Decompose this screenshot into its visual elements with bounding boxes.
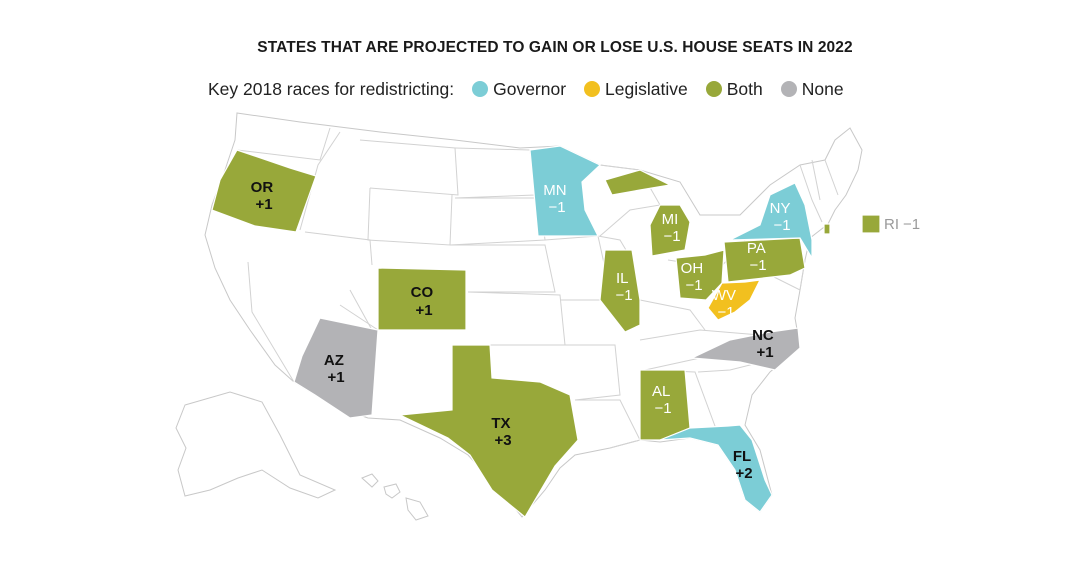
state-abbr-tx: TX	[491, 415, 510, 432]
legend-label-legislative: Legislative	[605, 78, 688, 99]
state-change-or: +1	[255, 196, 272, 213]
legend-lead: Key 2018 races for redistricting:	[208, 78, 455, 99]
state-change-al: −1	[654, 400, 671, 417]
state-shape-az	[293, 317, 379, 419]
legend-swatch-both	[705, 81, 722, 97]
state-change-co: +1	[415, 302, 432, 319]
hawaii-outline	[361, 473, 429, 521]
legend-swatch-none	[780, 81, 797, 97]
state-change-mn: −1	[548, 199, 565, 216]
legend-item-governor: Governor	[472, 79, 566, 100]
ri-callout-abbr: RI	[884, 216, 899, 233]
state-label-pa: PA −1	[747, 240, 769, 274]
state-label-mn: MN −1	[543, 182, 571, 216]
state-label-az: AZ +1	[324, 352, 348, 386]
legend-item-legislative: Legislative	[584, 79, 688, 100]
state-abbr-wv: WV	[712, 287, 736, 304]
state-shape-il	[599, 249, 641, 333]
state-change-az: +1	[327, 369, 344, 386]
alaska-outline	[175, 391, 337, 499]
state-change-oh: −1	[685, 277, 702, 294]
state-abbr-oh: OH	[681, 260, 704, 277]
state-labels: OR +1 CO +1 AZ +1 TX +3 MN −1 IL −1 MI −…	[251, 179, 795, 482]
state-shape-nc	[689, 327, 801, 371]
state-shape-tx	[397, 344, 579, 518]
state-shapes	[211, 145, 881, 518]
ri-callout-change: −1	[903, 216, 920, 233]
state-label-il: IL −1	[615, 270, 632, 304]
state-abbr-co: CO	[411, 284, 434, 301]
map-title: STATES THAT ARE PROJECTED TO GAIN OR LOS…	[257, 39, 853, 56]
state-shape-ri	[823, 223, 831, 235]
ri-key-swatch	[861, 214, 881, 234]
ri-callout: RI −1	[884, 216, 920, 233]
state-shape-mi	[604, 169, 691, 257]
state-abbr-al: AL	[652, 383, 670, 400]
state-label-ny: NY −1	[770, 200, 795, 234]
state-shape-co	[377, 267, 467, 331]
state-abbr-nc: NC	[752, 327, 774, 344]
state-shape-mn	[529, 145, 602, 237]
legend: Key 2018 races for redistricting: Govern…	[208, 78, 862, 100]
state-change-il: −1	[615, 287, 632, 304]
state-change-pa: −1	[749, 257, 766, 274]
legend-label-both: Both	[726, 78, 763, 99]
state-abbr-ny: NY	[770, 200, 791, 217]
state-abbr-mi: MI	[662, 211, 679, 228]
state-label-mi: MI −1	[662, 211, 683, 245]
state-shape-ny	[729, 182, 813, 261]
state-label-oh: OH −1	[681, 260, 708, 294]
legend-label-governor: Governor	[493, 78, 567, 99]
state-abbr-fl: FL	[733, 448, 751, 465]
state-change-tx: +3	[494, 432, 511, 449]
legend-swatch-legislative	[584, 81, 601, 97]
legend-item-both: Both	[705, 78, 763, 100]
state-abbr-il: IL	[616, 270, 628, 287]
legend-label-none: None	[801, 78, 844, 99]
state-label-or: OR +1	[251, 179, 278, 213]
state-label-wv: WV −1	[712, 287, 740, 321]
legend-swatch-governor	[472, 81, 489, 97]
state-abbr-or: OR	[251, 179, 274, 196]
state-abbr-pa: PA	[747, 240, 766, 257]
state-label-nc: NC +1	[752, 327, 778, 361]
state-change-wv: −1	[717, 304, 734, 321]
state-label-al: AL −1	[652, 383, 674, 417]
state-shape-wv	[707, 279, 762, 321]
state-change-nc: +1	[756, 344, 773, 361]
state-shape-fl	[659, 424, 773, 513]
state-label-co: CO +1	[411, 284, 438, 319]
state-label-fl: FL +2	[733, 448, 755, 482]
state-change-ny: −1	[773, 217, 790, 234]
state-shape-or	[211, 149, 317, 233]
state-abbr-mn: MN	[543, 182, 566, 199]
legend-item-none: None	[780, 78, 844, 100]
state-change-mi: −1	[663, 228, 680, 245]
state-change-fl: +2	[735, 465, 752, 482]
state-label-tx: TX +3	[491, 415, 514, 449]
state-abbr-az: AZ	[324, 352, 344, 369]
